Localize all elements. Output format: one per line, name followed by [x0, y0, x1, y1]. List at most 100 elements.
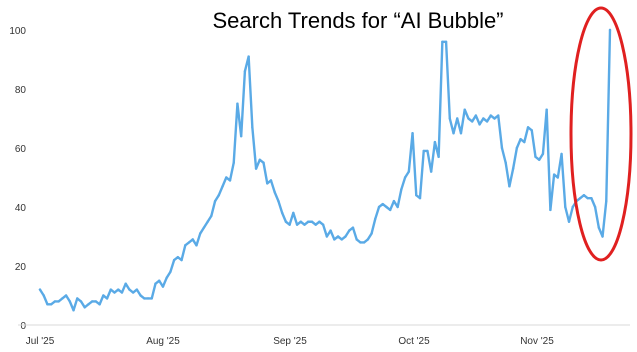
data-point	[508, 185, 511, 188]
data-point	[57, 300, 60, 303]
data-point	[105, 297, 109, 300]
data-point	[318, 220, 321, 223]
data-point	[463, 108, 466, 111]
data-point	[210, 214, 213, 218]
data-point	[184, 244, 187, 247]
data-point	[243, 70, 247, 73]
data-point	[567, 220, 571, 223]
data-point	[411, 132, 414, 135]
data-point	[254, 167, 258, 170]
data-point	[511, 167, 515, 170]
data-point	[146, 297, 150, 300]
data-point	[344, 235, 347, 238]
data-point	[381, 202, 384, 206]
data-point	[579, 196, 582, 200]
data-point	[340, 238, 343, 241]
series-line	[38, 28, 612, 312]
data-point	[359, 241, 362, 244]
data-point	[415, 194, 418, 197]
data-point	[459, 132, 463, 135]
data-point	[273, 191, 276, 194]
data-point	[389, 208, 392, 212]
data-point	[247, 55, 250, 58]
data-point	[470, 120, 474, 123]
data-point	[608, 28, 612, 32]
data-point	[83, 306, 86, 309]
data-point	[400, 188, 403, 191]
data-point	[336, 235, 340, 238]
chart-title: Search Trends for “AI Bubble”	[212, 8, 503, 33]
data-point	[176, 255, 180, 259]
y-tick-label: 20	[15, 262, 27, 273]
data-points	[38, 28, 612, 312]
y-tick-label: 40	[15, 203, 27, 214]
data-point	[251, 126, 254, 129]
data-point	[590, 196, 593, 200]
data-point	[217, 194, 221, 197]
y-tick-label: 100	[9, 26, 26, 37]
data-point	[199, 232, 202, 235]
data-point	[239, 135, 243, 138]
data-point	[46, 303, 49, 306]
data-point	[429, 170, 433, 173]
data-point	[500, 146, 504, 150]
data-point	[165, 276, 168, 279]
data-point	[370, 232, 373, 235]
data-point	[292, 211, 295, 215]
data-point	[49, 303, 53, 306]
data-point	[191, 238, 194, 241]
data-point	[448, 117, 451, 120]
data-point	[228, 179, 232, 182]
data-point	[504, 161, 507, 164]
y-axis-ticks: 0 20 40 60 80 100	[9, 26, 26, 332]
data-point	[549, 208, 552, 212]
data-point	[497, 114, 500, 117]
data-point	[258, 158, 261, 161]
data-point	[474, 114, 478, 117]
data-point	[90, 300, 94, 303]
data-point	[79, 300, 83, 303]
x-axis-ticks: Jul '25 Aug '25 Sep '25 Oct '25 Nov '25	[26, 336, 555, 347]
data-point	[277, 199, 280, 203]
data-point	[53, 300, 57, 303]
data-point	[426, 149, 429, 153]
data-point	[530, 129, 533, 132]
data-point	[538, 158, 541, 161]
data-point	[403, 176, 407, 179]
data-point	[467, 117, 470, 120]
data-point	[150, 297, 153, 300]
data-point	[422, 149, 425, 153]
highlight-ellipse	[569, 6, 633, 262]
data-point	[325, 235, 329, 238]
data-point	[437, 155, 440, 159]
data-point	[385, 205, 388, 209]
data-point	[601, 235, 604, 238]
data-point	[98, 303, 101, 306]
data-point	[534, 155, 537, 159]
data-point	[303, 223, 306, 226]
data-point	[232, 161, 235, 164]
data-point	[552, 173, 556, 176]
data-point	[117, 288, 120, 291]
data-point	[158, 279, 161, 282]
data-point	[221, 185, 224, 188]
data-point	[556, 176, 560, 179]
data-point	[161, 285, 165, 288]
data-point	[418, 196, 422, 200]
data-point	[362, 241, 366, 244]
data-point	[202, 226, 206, 229]
data-point	[128, 288, 131, 291]
x-tick-label: Nov '25	[520, 336, 554, 347]
data-point	[124, 282, 127, 285]
data-point	[452, 132, 455, 135]
data-point	[64, 294, 68, 297]
data-point	[131, 291, 135, 294]
data-point	[366, 238, 370, 241]
data-point	[280, 211, 284, 215]
data-point	[120, 291, 124, 294]
data-point	[307, 220, 310, 223]
data-point	[396, 205, 399, 209]
data-point	[206, 220, 209, 223]
data-point	[213, 199, 217, 203]
